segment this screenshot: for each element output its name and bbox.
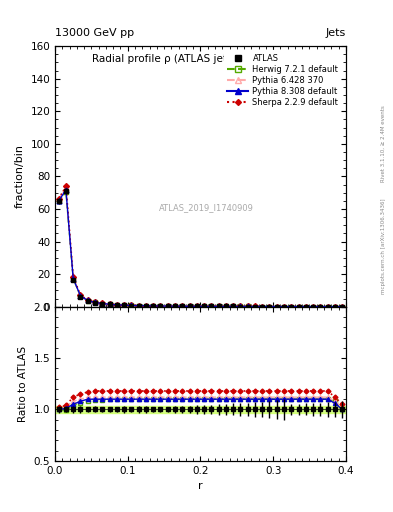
Text: mcplots.cern.ch [arXiv:1306.3436]: mcplots.cern.ch [arXiv:1306.3436] <box>381 198 386 293</box>
Text: ATLAS_2019_I1740909: ATLAS_2019_I1740909 <box>159 203 254 212</box>
Text: Jets: Jets <box>325 28 346 38</box>
Legend: ATLAS, Herwig 7.2.1 default, Pythia 6.428 370, Pythia 8.308 default, Sherpa 2.2.: ATLAS, Herwig 7.2.1 default, Pythia 6.42… <box>224 50 342 110</box>
Y-axis label: fraction/bin: fraction/bin <box>15 144 25 208</box>
Text: 13000 GeV pp: 13000 GeV pp <box>55 28 134 38</box>
Text: Radial profile ρ (ATLAS jet fragmentation): Radial profile ρ (ATLAS jet fragmentatio… <box>92 54 309 64</box>
X-axis label: r: r <box>198 481 203 491</box>
Text: Rivet 3.1.10, ≥ 2.4M events: Rivet 3.1.10, ≥ 2.4M events <box>381 105 386 182</box>
Y-axis label: Ratio to ATLAS: Ratio to ATLAS <box>18 346 28 422</box>
